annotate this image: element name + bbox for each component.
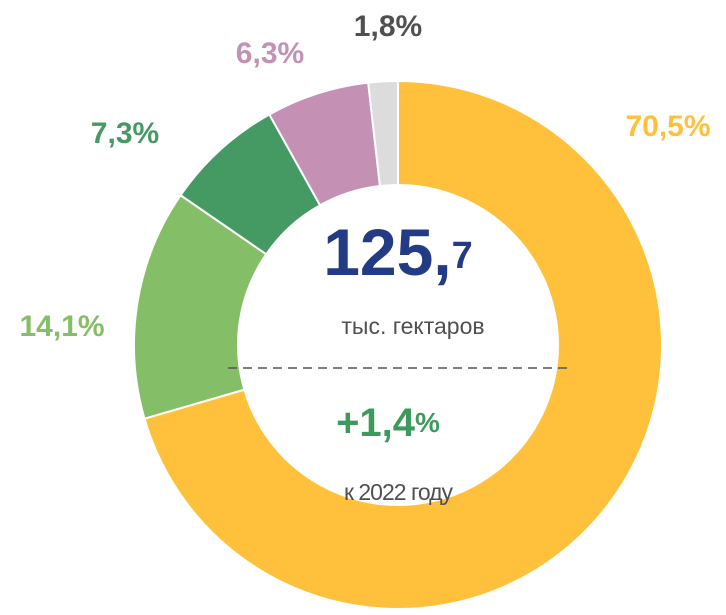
- center-note: к 2022 году: [344, 479, 454, 505]
- slice-label: 6,3%: [236, 37, 304, 70]
- center-change: +1,4%: [336, 401, 440, 445]
- slice-label: 7,3%: [91, 117, 159, 150]
- slice-label: 14,1%: [19, 310, 104, 343]
- center-change-sign: %: [415, 407, 440, 438]
- slice-label: 1,8%: [354, 10, 422, 43]
- slice-label: 70,5%: [625, 110, 710, 143]
- center-unit: тыс. гектаров: [341, 313, 484, 339]
- center-value-main: 125,: [323, 215, 451, 289]
- donut-slice: [367, 79, 399, 188]
- donut-slice: [143, 79, 663, 610]
- center-value: 125,7: [323, 215, 473, 289]
- center-value-decimal: 7: [452, 235, 473, 277]
- center-change-main: +1,4: [336, 401, 416, 445]
